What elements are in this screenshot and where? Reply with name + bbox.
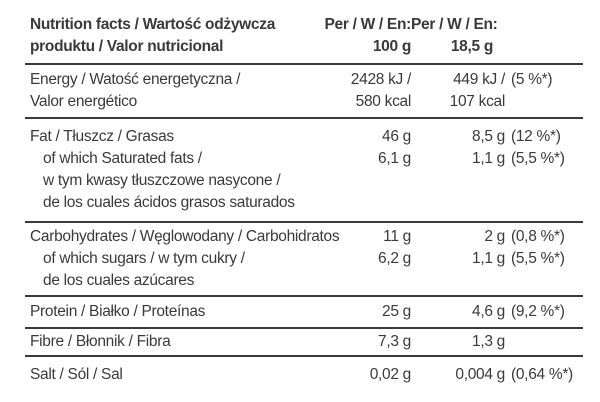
nutrient-label: Salt / Sól / Sal <box>30 366 123 383</box>
per-serving-value: 4,6 g <box>472 303 505 320</box>
nutrient-label: Carbohydrates / Węglowodany / Carbohidra… <box>30 228 340 245</box>
per-100g-value: 0,02 g <box>369 366 412 383</box>
per-serving-header-line2: 18,5 g <box>450 38 493 55</box>
per-100g-value: 25 g <box>382 303 411 320</box>
row-line: Fat / Tłuszcz / Grasas 46 g 8,5 g (12 %*) <box>25 126 583 148</box>
row-line: Salt / Sól / Sal 0,02 g 0,004 g (0,64 %*) <box>25 364 583 386</box>
nutrient-row-salt: Salt / Sól / Sal 0,02 g 0,004 g (0,64 %*) <box>25 357 583 393</box>
nutrient-label: de los cuales ácidos grasos saturados <box>43 194 295 211</box>
per-100g-value: 46 g <box>382 128 411 145</box>
nutrient-label: of which Saturated fats / <box>43 150 202 167</box>
row-line: of which Saturated fats / 6,1 g 1,1 g (5,5 … <box>25 148 583 170</box>
nutrient-label: Protein / Białko / Proteínas <box>30 303 206 320</box>
row-line: of which sugars / w tym cukry / 6,2 g 1,1 … <box>25 248 583 270</box>
per-serving-value: 2 g <box>484 228 505 245</box>
per-serving-value: 1,1 g <box>472 150 505 167</box>
per-100g-header-line1: Per / W / En: <box>324 16 411 33</box>
nutrient-label: Energy / Watość energetyczna / <box>30 71 241 88</box>
row-line: Protein / Białko / Proteínas 25 g 4,6 g (9,… <box>25 301 583 323</box>
per-serving-header-line1: Per / W / En: <box>411 16 498 33</box>
daily-percent-value: (12 %*) <box>511 128 561 145</box>
row-line: de los cuales azúcares <box>25 270 583 292</box>
nutrient-rows: Energy / Watość energetyczna / 2428 kJ / 4… <box>25 65 583 393</box>
nutrient-label: Fat / Tłuszcz / Grasas <box>30 128 174 145</box>
per-serving-value: 0,004 g <box>455 366 505 383</box>
row-line: Fibre / Błonnik / Fibra 7,3 g 1,3 g <box>25 331 583 353</box>
per-100g-header-line2: 100 g <box>372 38 411 55</box>
per-serving-value: 8,5 g <box>472 128 505 145</box>
daily-percent-value: (5,5 %*) <box>511 150 565 167</box>
row-line: Carbohydrates / Węglowodany / Carbohidra… <box>25 226 583 248</box>
daily-percent-value: (9,2 %*) <box>511 303 565 320</box>
nutrient-row-energy: Energy / Watość energetyczna / 2428 kJ / 4… <box>25 65 583 119</box>
daily-percent-value: (0,64 %*) <box>511 366 573 383</box>
table-title-line1: Nutrition facts / Wartość odżywcza <box>30 16 276 33</box>
daily-percent-value: (0,8 %*) <box>511 228 565 245</box>
row-line: w tym kwasy tłuszczowe nasycone / <box>25 170 583 192</box>
row-line: Energy / Watość energetyczna / 2428 kJ / 4… <box>25 69 583 91</box>
per-100g-value: 6,2 g <box>378 250 411 267</box>
per-100g-value: 7,3 g <box>378 333 411 350</box>
nutrient-label: of which sugars / w tym cukry / <box>43 250 245 267</box>
nutrient-label: Fibre / Błonnik / Fibra <box>30 333 171 350</box>
nutrient-label: w tym kwasy tłuszczowe nasycone / <box>43 172 281 189</box>
per-100g-value: 2428 kJ / <box>350 71 412 88</box>
column-header-per-serving: Per / W / En: 18,5 g <box>411 14 505 58</box>
daily-percent-value: (5,5 %*) <box>511 250 565 267</box>
nutrient-row-carbohydrates: Carbohydrates / Węglowodany / Carbohidra… <box>25 223 583 297</box>
row-line: de los cuales ácidos grasos saturados <box>25 192 583 214</box>
nutrient-label: Valor energético <box>30 93 137 110</box>
daily-percent-value: (5 %*) <box>511 71 553 88</box>
per-100g-value: 6,1 g <box>378 150 411 167</box>
table-title: Nutrition facts / Wartość odżywcza produ… <box>25 14 323 58</box>
table-title-line2: produktu / Valor nutricional <box>30 38 224 55</box>
nutrient-row-fibre: Fibre / Błonnik / Fibra 7,3 g 1,3 g <box>25 329 583 357</box>
nutrient-row-fat: Fat / Tłuszcz / Grasas 46 g 8,5 g (12 %*) of… <box>25 119 583 223</box>
row-line: Valor energético 580 kcal 107 kcal <box>25 91 583 113</box>
per-serving-value: 449 kJ / <box>453 71 505 88</box>
per-serving-value: 1,3 g <box>472 333 505 350</box>
column-header-per-100g: Per / W / En: 100 g <box>323 14 411 58</box>
per-serving-value: 1,1 g <box>472 250 505 267</box>
per-100g-value: 580 kcal <box>355 93 412 110</box>
per-serving-value: 107 kcal <box>449 93 506 110</box>
table-header: Nutrition facts / Wartość odżywcza produ… <box>25 0 583 65</box>
nutrient-label: de los cuales azúcares <box>43 272 195 289</box>
nutrient-row-protein: Protein / Białko / Proteínas 25 g 4,6 g (9,… <box>25 297 583 329</box>
per-100g-value: 11 g <box>383 228 411 245</box>
